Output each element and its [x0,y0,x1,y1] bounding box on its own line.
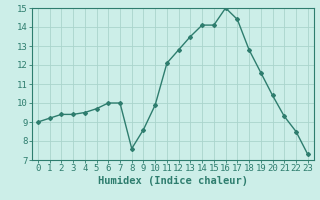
X-axis label: Humidex (Indice chaleur): Humidex (Indice chaleur) [98,176,248,186]
